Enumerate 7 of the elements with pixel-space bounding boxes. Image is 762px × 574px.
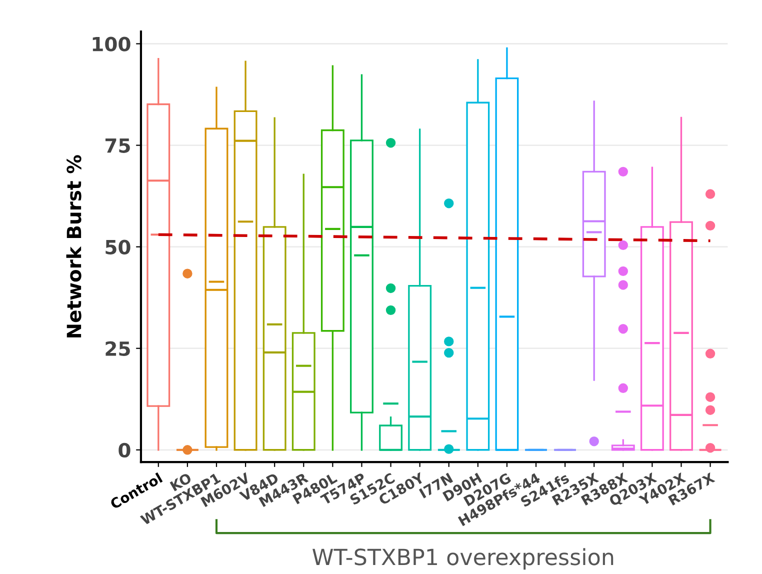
y-tick-label: 50 — [106, 240, 130, 254]
text: WT-STXBP1 overexpression — [312, 548, 614, 570]
y-tick-label: 25 — [106, 341, 130, 356]
y-tick-label: 100 — [92, 36, 130, 52]
y-tick-label: 0 — [118, 442, 130, 458]
y-axis-title: Network Burst % — [66, 155, 82, 338]
y-tick-label: 75 — [105, 138, 130, 153]
